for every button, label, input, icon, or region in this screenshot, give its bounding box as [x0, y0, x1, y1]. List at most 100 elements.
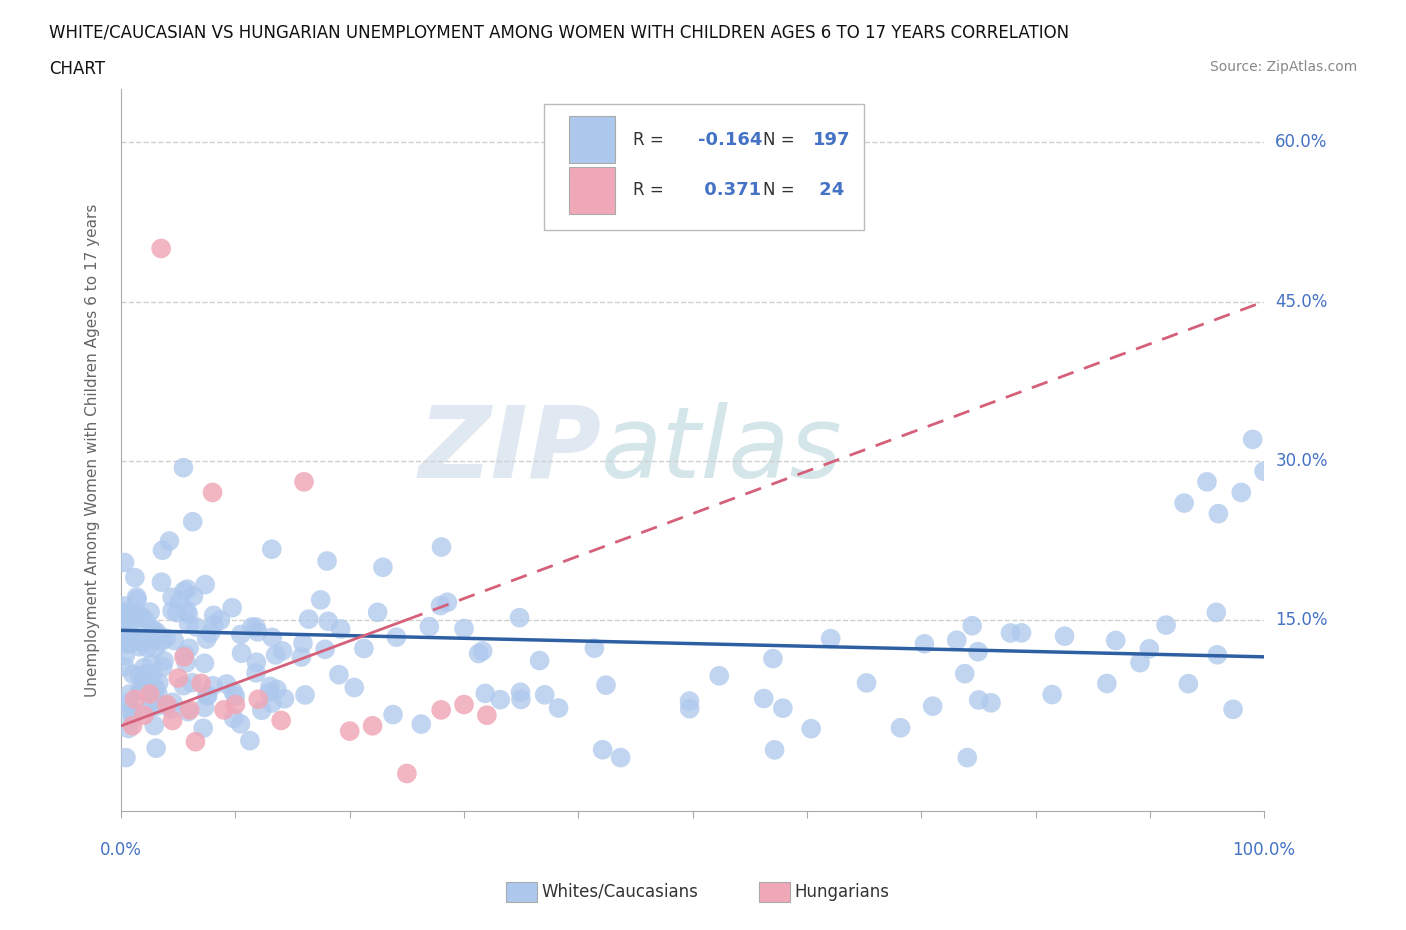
- Point: [382, 707, 405, 722]
- Point: [174, 656, 197, 671]
- Point: [173, 678, 195, 693]
- Point: [143, 642, 166, 657]
- Point: [117, 721, 139, 736]
- Point: [142, 678, 165, 693]
- Point: [127, 606, 149, 621]
- Point: [430, 539, 453, 554]
- Point: [174, 647, 197, 662]
- Point: [1137, 642, 1160, 657]
- Point: [270, 713, 292, 728]
- Point: [176, 582, 198, 597]
- Point: [271, 644, 294, 658]
- Point: [193, 721, 215, 736]
- Point: [114, 648, 136, 663]
- Text: 15.0%: 15.0%: [1275, 611, 1327, 629]
- Point: [115, 751, 138, 765]
- Point: [209, 613, 232, 628]
- Point: [316, 614, 339, 629]
- Point: [231, 645, 253, 660]
- Point: [128, 684, 150, 698]
- Point: [429, 598, 451, 613]
- Point: [222, 711, 245, 726]
- Point: [395, 766, 418, 781]
- Point: [890, 721, 912, 736]
- Point: [143, 632, 166, 647]
- FancyBboxPatch shape: [544, 104, 865, 230]
- Point: [127, 592, 149, 607]
- Point: [215, 676, 238, 691]
- Text: CHART: CHART: [49, 60, 105, 78]
- Point: [201, 678, 224, 693]
- Point: [117, 696, 139, 711]
- Point: [592, 742, 614, 757]
- Point: [371, 560, 394, 575]
- Text: atlas: atlas: [602, 402, 842, 498]
- Text: 30.0%: 30.0%: [1275, 452, 1327, 470]
- Point: [128, 668, 150, 683]
- Point: [475, 708, 498, 723]
- Text: 0.0%: 0.0%: [100, 842, 142, 859]
- Point: [239, 733, 262, 748]
- Point: [679, 701, 702, 716]
- Point: [128, 639, 150, 654]
- Point: [159, 534, 181, 549]
- Point: [262, 696, 284, 711]
- Point: [143, 718, 166, 733]
- Point: [132, 708, 155, 723]
- Point: [177, 606, 200, 621]
- Point: [155, 631, 177, 645]
- Point: [240, 619, 263, 634]
- Text: R =: R =: [633, 181, 669, 199]
- Point: [1208, 506, 1230, 521]
- Point: [114, 616, 136, 631]
- Point: [195, 631, 218, 646]
- Point: [224, 689, 246, 704]
- Point: [131, 633, 153, 648]
- Point: [967, 644, 990, 659]
- Point: [114, 635, 136, 650]
- Point: [752, 691, 775, 706]
- Point: [262, 630, 284, 644]
- Point: [134, 611, 156, 626]
- Point: [1053, 629, 1076, 644]
- Point: [173, 649, 195, 664]
- Point: [121, 667, 143, 682]
- Point: [176, 603, 198, 618]
- Point: [953, 666, 976, 681]
- Point: [117, 604, 139, 618]
- Point: [1177, 676, 1199, 691]
- Point: [125, 590, 148, 604]
- Point: [132, 671, 155, 686]
- Point: [118, 686, 141, 701]
- Point: [179, 641, 201, 656]
- Point: [316, 553, 339, 568]
- Point: [183, 589, 205, 604]
- Bar: [569, 116, 614, 164]
- Point: [202, 608, 225, 623]
- Point: [1230, 485, 1253, 500]
- Point: [221, 600, 243, 615]
- Text: Source: ZipAtlas.com: Source: ZipAtlas.com: [1209, 60, 1357, 74]
- Point: [343, 680, 366, 695]
- Point: [229, 716, 252, 731]
- Point: [136, 640, 159, 655]
- Text: 197: 197: [813, 131, 851, 149]
- Point: [467, 646, 489, 661]
- Point: [1040, 687, 1063, 702]
- Point: [179, 702, 201, 717]
- Point: [114, 607, 136, 622]
- Point: [124, 570, 146, 585]
- Text: N =: N =: [763, 131, 800, 149]
- Point: [146, 698, 169, 713]
- Point: [202, 618, 225, 632]
- Point: [177, 617, 200, 631]
- Bar: [569, 166, 614, 214]
- Point: [583, 641, 606, 656]
- Point: [489, 692, 512, 707]
- Point: [212, 702, 235, 717]
- Point: [1253, 464, 1275, 479]
- Point: [1206, 647, 1229, 662]
- Point: [967, 693, 990, 708]
- Text: Whites/Caucasians: Whites/Caucasians: [541, 883, 699, 901]
- Point: [134, 676, 156, 691]
